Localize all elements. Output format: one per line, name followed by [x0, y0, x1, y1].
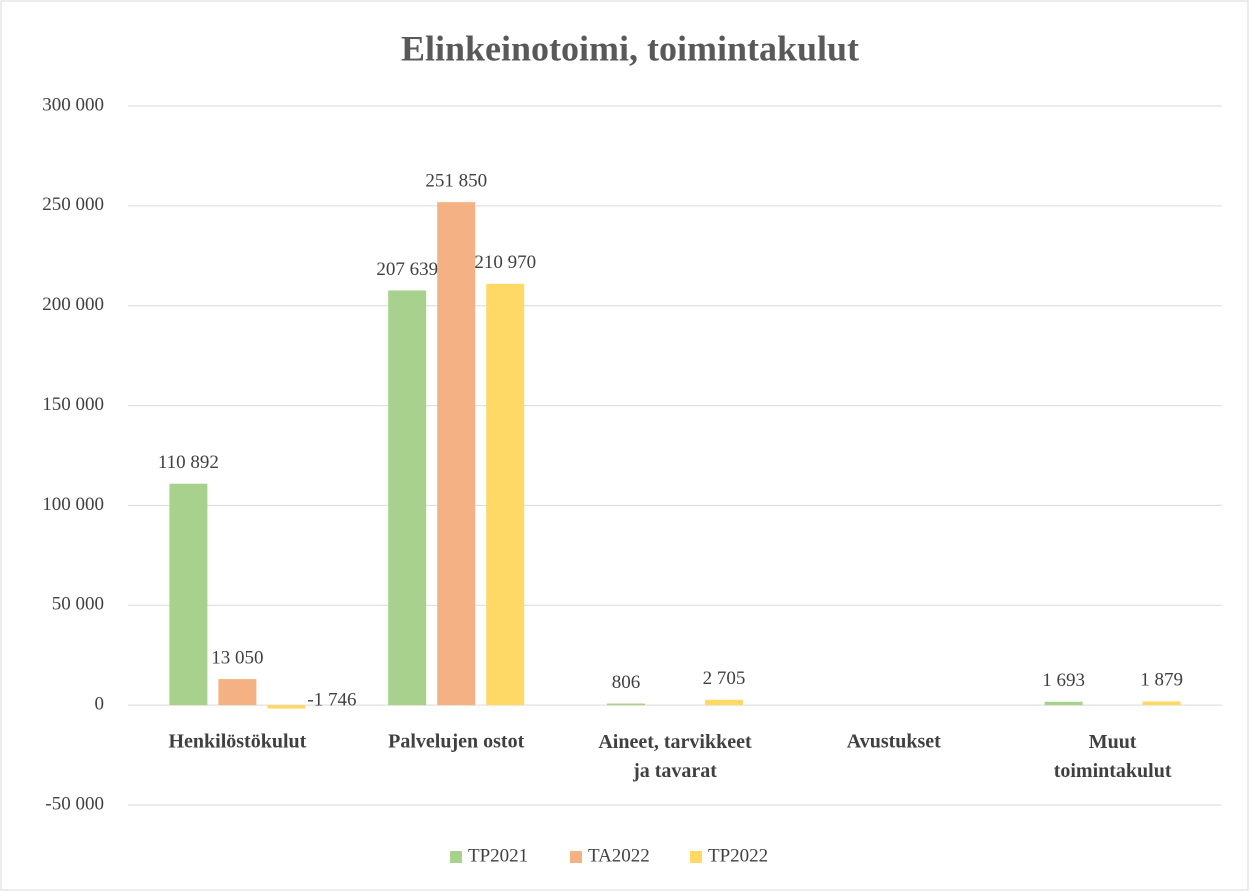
data-label: -1 746 — [307, 690, 356, 711]
y-tick-label: 300 000 — [42, 94, 104, 115]
data-label: 1 693 — [1042, 670, 1085, 691]
data-label: 251 850 — [425, 171, 487, 192]
y-tick-label: 200 000 — [42, 294, 104, 315]
legend-swatch — [690, 851, 702, 863]
x-tick-label: Palvelujen ostot — [388, 731, 524, 753]
y-tick-label: 250 000 — [42, 194, 104, 215]
data-label: 13 050 — [211, 647, 263, 668]
data-label: 2 705 — [703, 668, 746, 689]
legend-label: TP2022 — [708, 845, 768, 866]
bar — [1044, 701, 1083, 706]
chart-title: Elinkeinotoimi, toimintakulut — [401, 28, 859, 68]
data-label: 1 879 — [1140, 670, 1183, 691]
y-tick-label: 150 000 — [42, 394, 104, 415]
bar — [1142, 701, 1181, 706]
x-tick-label: Henkilöstökulut — [168, 731, 306, 753]
bar — [267, 705, 306, 709]
data-label: 210 970 — [474, 252, 536, 273]
x-tick-label: Aineet, tarvikkeet ja tavarat — [598, 731, 752, 782]
y-tick-label: 100 000 — [42, 494, 104, 515]
bar — [218, 679, 257, 706]
data-label: 806 — [612, 672, 641, 693]
legend-label: TP2021 — [468, 845, 528, 866]
bar — [388, 290, 427, 706]
bar — [486, 283, 525, 706]
bar — [169, 483, 208, 706]
bar — [607, 703, 645, 706]
bar — [437, 202, 476, 706]
y-tick-label: 50 000 — [52, 594, 104, 615]
data-label: 207 639 — [376, 259, 438, 280]
y-tick-label: 0 — [95, 694, 105, 715]
legend-label: TA2022 — [588, 845, 650, 866]
legend-swatch — [450, 851, 462, 863]
data-label: 110 892 — [158, 452, 219, 473]
x-tick-label: Avustukset — [847, 731, 941, 753]
y-tick-label: -50 000 — [45, 793, 104, 814]
bar — [705, 699, 743, 706]
legend-swatch — [570, 851, 582, 863]
x-tick-label: Muut toimintakulut — [1054, 731, 1172, 782]
